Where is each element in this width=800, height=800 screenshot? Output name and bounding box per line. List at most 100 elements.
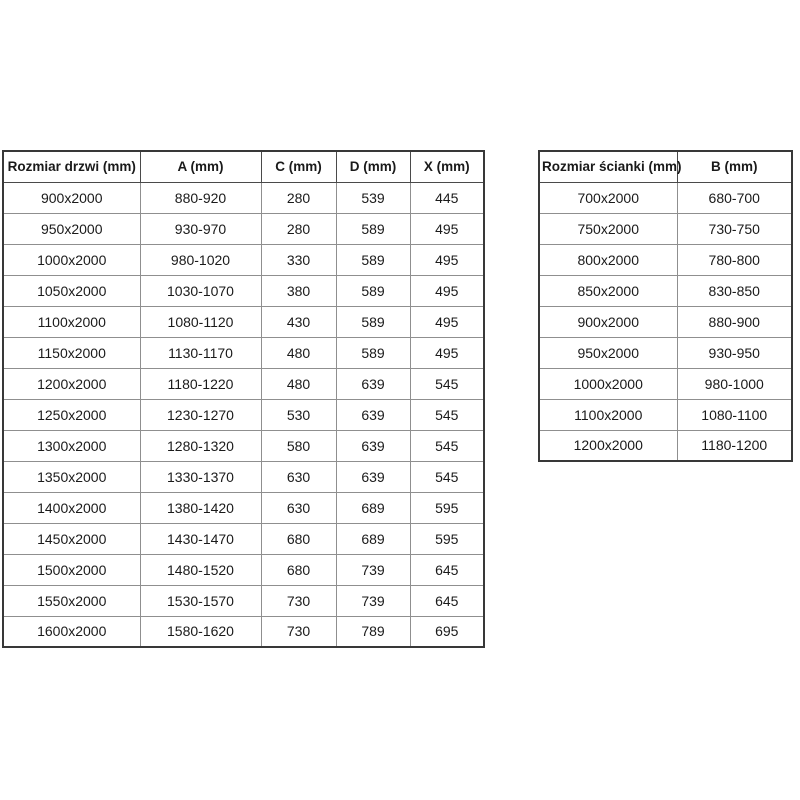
table-cell: 830-850 <box>676 274 793 307</box>
table-row: 1600x2000 1580-1620 730 789 695 <box>2 615 485 648</box>
table-row: 1400x2000 1380-1420 630 689 595 <box>2 491 485 524</box>
table-cell: 1400x2000 <box>2 491 141 524</box>
table-row: 1300x2000 1280-1320 580 639 545 <box>2 429 485 462</box>
table-cell: 430 <box>260 305 337 338</box>
table-row: 1050x2000 1030-1070 380 589 495 <box>2 274 485 307</box>
table-cell: 689 <box>335 491 411 524</box>
table-cell: 930-950 <box>676 336 793 369</box>
table-row: 1000x2000 980-1000 <box>538 367 793 400</box>
table-cell: 645 <box>409 584 485 617</box>
table-cell: 589 <box>335 305 411 338</box>
table-cell: 1250x2000 <box>2 398 141 431</box>
table-row: 1000x2000 980-1020 330 589 495 <box>2 243 485 276</box>
table-cell: 680-700 <box>676 181 793 214</box>
table-cell: 1580-1620 <box>139 615 262 648</box>
table-cell: 280 <box>260 181 337 214</box>
table-cell: 980-1020 <box>139 243 262 276</box>
column-header: C (mm) <box>260 150 337 183</box>
table-cell: 589 <box>335 274 411 307</box>
table-cell: 645 <box>409 553 485 586</box>
table-cell: 1500x2000 <box>2 553 141 586</box>
table-cell: 680 <box>260 553 337 586</box>
door-sizes-table: Rozmiar drzwi (mm) A (mm) C (mm) D (mm) X (m… <box>2 150 485 648</box>
table-cell: 780-800 <box>676 243 793 276</box>
table-cell: 930-970 <box>139 212 262 245</box>
table-cell: 730-750 <box>676 212 793 245</box>
table-cell: 545 <box>409 460 485 493</box>
table-cell: 495 <box>409 212 485 245</box>
table-row: 850x2000 830-850 <box>538 274 793 307</box>
table-row: 750x2000 730-750 <box>538 212 793 245</box>
table-cell: 639 <box>335 460 411 493</box>
table-cell: 950x2000 <box>2 212 141 245</box>
table-cell: 480 <box>260 336 337 369</box>
table-cell: 1000x2000 <box>2 243 141 276</box>
table-row: 800x2000 780-800 <box>538 243 793 276</box>
table-cell: 880-900 <box>676 305 793 338</box>
table-cell: 1350x2000 <box>2 460 141 493</box>
table-row: 1150x2000 1130-1170 480 589 495 <box>2 336 485 369</box>
table-cell: 730 <box>260 584 337 617</box>
table-row: 1500x2000 1480-1520 680 739 645 <box>2 553 485 586</box>
table-cell: 1080-1100 <box>676 398 793 431</box>
table-cell: 495 <box>409 305 485 338</box>
column-header: B (mm) <box>676 150 793 183</box>
table-cell: 1200x2000 <box>538 429 678 462</box>
table-cell: 1280-1320 <box>139 429 262 462</box>
table-cell: 730 <box>260 615 337 648</box>
table-cell: 1200x2000 <box>2 367 141 400</box>
table-cell: 1450x2000 <box>2 522 141 555</box>
table-cell: 539 <box>335 181 411 214</box>
table-cell: 695 <box>409 615 485 648</box>
table-cell: 1430-1470 <box>139 522 262 555</box>
table-row: 1200x2000 1180-1200 <box>538 429 793 462</box>
column-header: D (mm) <box>335 150 411 183</box>
table-cell: 589 <box>335 336 411 369</box>
column-header: A (mm) <box>139 150 262 183</box>
table-row: 1100x2000 1080-1120 430 589 495 <box>2 305 485 338</box>
table-cell: 680 <box>260 522 337 555</box>
table-row: 900x2000 880-920 280 539 445 <box>2 181 485 214</box>
table-cell: 545 <box>409 398 485 431</box>
table-cell: 280 <box>260 212 337 245</box>
table-cell: 530 <box>260 398 337 431</box>
table-cell: 639 <box>335 367 411 400</box>
table-cell: 330 <box>260 243 337 276</box>
table-cell: 750x2000 <box>538 212 678 245</box>
table-cell: 445 <box>409 181 485 214</box>
table-cell: 380 <box>260 274 337 307</box>
table-cell: 1550x2000 <box>2 584 141 617</box>
table-row: 1100x2000 1080-1100 <box>538 398 793 431</box>
table-cell: 595 <box>409 522 485 555</box>
table-cell: 639 <box>335 429 411 462</box>
table-cell: 1100x2000 <box>538 398 678 431</box>
table-cell: 1480-1520 <box>139 553 262 586</box>
table-cell: 739 <box>335 553 411 586</box>
table-row: 1450x2000 1430-1470 680 689 595 <box>2 522 485 555</box>
column-header: Rozmiar drzwi (mm) <box>2 150 141 183</box>
table-cell: 1000x2000 <box>538 367 678 400</box>
table-cell: 1080-1120 <box>139 305 262 338</box>
table-row: 1200x2000 1180-1220 480 639 545 <box>2 367 485 400</box>
table-cell: 589 <box>335 243 411 276</box>
table-row: 1550x2000 1530-1570 730 739 645 <box>2 584 485 617</box>
table-cell: 1380-1420 <box>139 491 262 524</box>
table-cell: 1150x2000 <box>2 336 141 369</box>
table-cell: 1230-1270 <box>139 398 262 431</box>
table-row: 1250x2000 1230-1270 530 639 545 <box>2 398 485 431</box>
header-row: Rozmiar ścianki (mm) B (mm) <box>538 150 793 183</box>
table-cell: 950x2000 <box>538 336 678 369</box>
table-cell: 480 <box>260 367 337 400</box>
table-cell: 1330-1370 <box>139 460 262 493</box>
table-cell: 1050x2000 <box>2 274 141 307</box>
table-cell: 639 <box>335 398 411 431</box>
header-row: Rozmiar drzwi (mm) A (mm) C (mm) D (mm) X (m… <box>2 150 485 183</box>
table-row: 950x2000 930-970 280 589 495 <box>2 212 485 245</box>
table-cell: 789 <box>335 615 411 648</box>
table-cell: 689 <box>335 522 411 555</box>
table-cell: 580 <box>260 429 337 462</box>
table-cell: 980-1000 <box>676 367 793 400</box>
table-cell: 495 <box>409 336 485 369</box>
table-cell: 545 <box>409 429 485 462</box>
